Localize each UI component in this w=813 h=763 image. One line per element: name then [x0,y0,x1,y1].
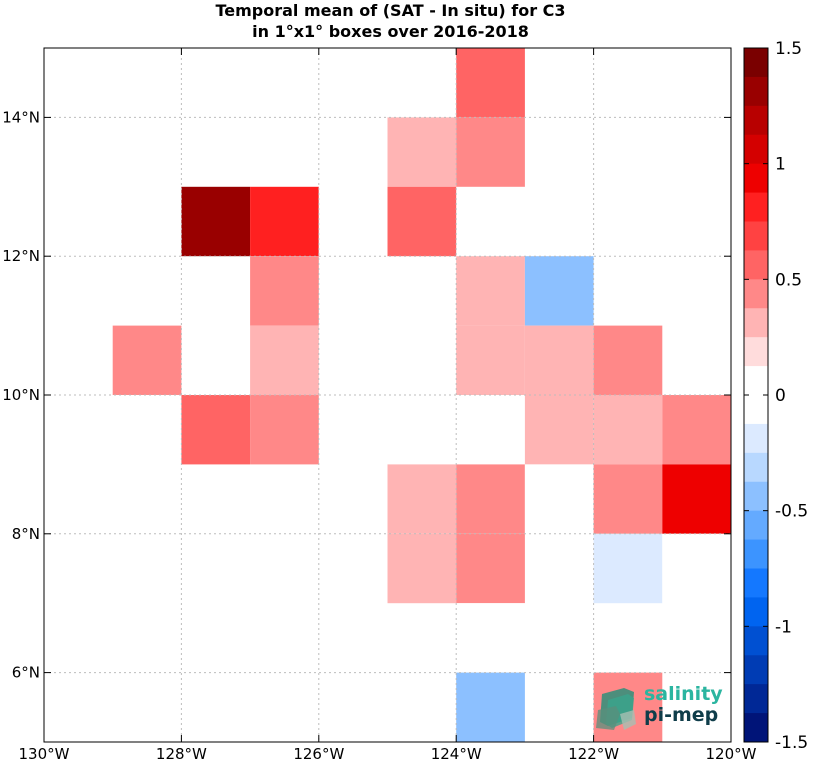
heatmap-cell [524,464,594,534]
colorbar-level [744,366,768,396]
colorbar-level [744,626,768,656]
heatmap-cell [250,256,319,326]
x-tick-label: 120°W [706,745,757,763]
x-tick-label: 126°W [293,745,344,763]
heatmap-cell [524,325,594,395]
colorbar-tick-label: 0 [775,386,786,406]
heatmap-cell [250,325,319,395]
heatmap-cell [593,464,663,534]
colorbar-level [744,481,768,512]
chart-title-line-1: Temporal mean of (SAT - In situ) for C3 [215,1,566,20]
colorbar-tick-label: -1.5 [775,733,808,753]
colorbar-level [744,713,768,743]
heatmap-cell [250,186,319,257]
chart-title-line-2: in 1°x1° boxes over 2016-2018 [252,22,529,41]
logo-text-pimep: pi-mep [644,704,719,726]
colorbar-level [744,134,768,165]
heatmap-cell [112,325,182,395]
logo-text-salinity: salinity [644,683,723,705]
heatmap-cell [181,395,251,465]
colorbar-tick-label: -0.5 [775,502,808,522]
heatmap-cell [387,186,457,257]
colorbar-level [744,568,768,598]
y-tick-label: 6°N [12,664,40,682]
colorbar-level [744,192,768,222]
x-tick-label: 130°W [19,745,70,763]
heatmap-cell [456,603,525,673]
heatmap-cell [593,325,663,395]
colorbar-level [744,684,768,714]
salinity-pimep-logo: salinity pi-mep [594,684,724,732]
heatmap-cell [524,395,594,465]
y-tick-label: 14°N [2,108,40,126]
heatmap-cell [456,325,525,395]
x-tick-label: 128°W [156,745,207,763]
heatmap-cell [250,395,319,465]
colorbar-tick-label: 1.5 [775,39,802,59]
y-tick-label: 10°N [2,386,40,404]
heatmap-cell [456,533,525,604]
heatmap-cell [387,464,457,534]
heatmap-cell [318,186,388,257]
colorbar-level [744,423,768,454]
colorbar-level [744,510,768,541]
heatmap-cell [524,256,594,326]
colorbar-level [744,279,768,309]
heatmap-cell [387,533,457,604]
colorbar-tick-label: 0.5 [775,270,802,290]
colorbar-level [744,76,768,107]
colorbar-level [744,452,768,483]
colorbar-level [744,308,768,338]
heatmap-cell [593,395,663,465]
colorbar-level [744,539,768,569]
colorbar-level [744,250,768,280]
heatmap-cell [593,533,663,604]
heatmap-cell [456,48,525,118]
colorbar-level [744,221,768,251]
x-axis: 130°W 128°W 126°W 124°W 122°W 120°W [19,48,757,763]
colorbar-level [744,105,768,136]
colorbar-level [744,337,768,367]
colorbar-tick-label: -1 [775,617,792,637]
y-tick-label: 8°N [12,525,40,543]
x-tick-label: 122°W [568,745,619,763]
heatmap-cell [662,464,731,534]
heatmap-cell [456,256,525,326]
colorbar-tick-label: 1 [775,155,786,175]
heatmap-cells [112,48,731,742]
heatmap-cell [181,186,251,257]
y-tick-label: 12°N [2,247,40,265]
colorbar-level [744,395,768,425]
chart-title: Temporal mean of (SAT - In situ) for C3 … [44,0,737,42]
heatmap-cell [387,395,457,465]
heatmap-cell [662,395,731,465]
x-tick-label: 124°W [431,745,482,763]
heatmap-cell [387,117,457,187]
colorbar-level [744,597,768,627]
colorbar-level [744,655,768,685]
colorbar-level [744,163,768,194]
logo-emblem-icon [596,688,636,730]
heatmap-cell [456,395,525,465]
heatmap-cell [456,117,525,187]
colorbar-level [744,48,768,78]
heatmap-cell [662,533,731,604]
heatmap-cell [456,464,525,534]
heatmap-cell [456,672,525,742]
y-axis: 6°N 8°N 10°N 12°N 14°N [2,108,731,682]
colorbar: 1.5 1 0.5 0 -0.5 -1 -1.5 [743,39,808,753]
